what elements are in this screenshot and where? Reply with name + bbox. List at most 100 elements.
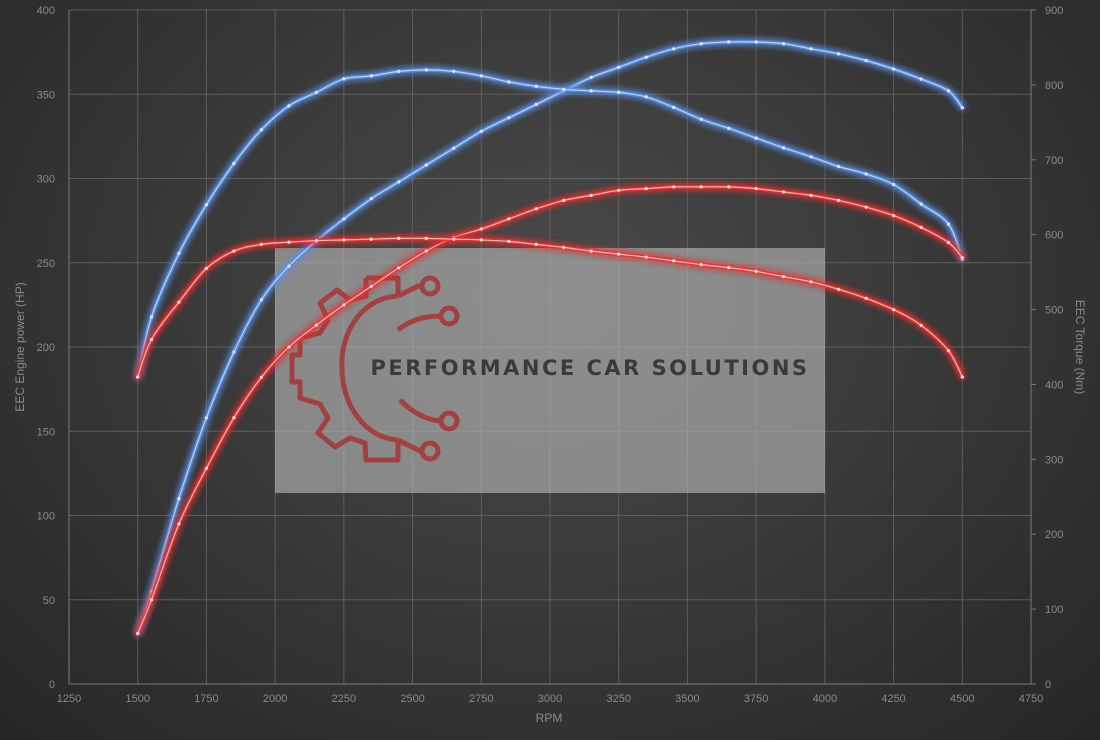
x-tick-label: 3750 — [744, 693, 768, 705]
y-right-tick-label: 500 — [1045, 305, 1063, 317]
series-point — [287, 345, 291, 349]
series-point — [644, 255, 648, 259]
x-tick-label: 2000 — [263, 693, 287, 705]
series-point — [259, 375, 263, 379]
series-2-left — [135, 184, 965, 636]
series-point — [232, 350, 236, 354]
series-point — [754, 136, 758, 140]
series-point — [919, 77, 923, 81]
series-point — [672, 185, 676, 189]
series-point — [369, 197, 373, 201]
series-point — [507, 217, 511, 221]
series-point — [177, 497, 181, 501]
axis-layer: 1250 1500 1750 2000 2250 2500 2750 3000 3250 3500… — [37, 5, 1064, 705]
series-point — [809, 280, 813, 284]
series-point — [892, 67, 896, 71]
series-point — [534, 207, 538, 211]
series-point — [232, 161, 236, 166]
y-left-tick-label: 100 — [37, 511, 55, 523]
series-point — [149, 598, 154, 602]
series-point — [960, 256, 964, 260]
series-point — [424, 68, 428, 72]
series-point — [342, 77, 346, 81]
series-point — [617, 65, 621, 69]
series-point — [809, 193, 813, 197]
x-tick-label: 4000 — [813, 693, 837, 705]
y-left-tick-label: 50 — [43, 595, 55, 607]
series-point — [479, 227, 483, 231]
series-point — [149, 337, 154, 342]
x-tick-label: 3500 — [675, 693, 699, 705]
series-point — [479, 129, 483, 133]
y-axis-left-title: EEC Engine power (HP) — [13, 282, 27, 411]
series-point — [589, 193, 593, 197]
x-tick-label: 1750 — [194, 693, 218, 705]
series-point — [782, 190, 786, 194]
y-left-tick-label: 250 — [37, 258, 55, 270]
y-right-tick-label: 0 — [1045, 679, 1051, 691]
series-point — [617, 188, 621, 192]
x-tick-label: 3000 — [538, 693, 562, 705]
series-point — [397, 266, 401, 270]
series-point — [837, 198, 841, 202]
series-point — [177, 522, 181, 526]
series-point — [864, 172, 868, 176]
y-left-tick-label: 400 — [37, 5, 55, 17]
series-point — [864, 58, 868, 63]
series-point — [204, 266, 208, 270]
series-point — [507, 116, 511, 120]
series-point — [397, 236, 401, 240]
series-point — [754, 269, 758, 273]
watermark-text: PERFORMANCE CAR SOLUTIONS — [370, 356, 809, 380]
watermark: PERFORMANCE CAR SOLUTIONS — [275, 248, 825, 493]
series-point — [946, 349, 951, 353]
series-point — [699, 42, 703, 46]
series-point — [204, 203, 208, 207]
series-point — [782, 146, 786, 150]
x-tick-label: 1500 — [125, 693, 149, 705]
y-right-tick-label: 400 — [1045, 379, 1063, 391]
series-point — [259, 128, 263, 132]
series-point — [342, 217, 346, 221]
y-right-tick-label: 600 — [1045, 230, 1063, 242]
series-point — [864, 205, 868, 209]
y-right-tick-label: 900 — [1045, 5, 1063, 17]
x-tick-label: 2500 — [400, 693, 424, 705]
series-3-right — [135, 236, 965, 379]
series-point — [397, 69, 401, 73]
series-point — [314, 90, 318, 94]
series-point — [259, 298, 263, 302]
series-point — [809, 155, 813, 159]
series-point — [672, 105, 676, 109]
series-point — [727, 185, 731, 189]
series-point — [232, 249, 236, 253]
x-tick-label: 4250 — [881, 693, 905, 705]
y-right-tick-label: 300 — [1045, 454, 1063, 466]
series-point — [314, 239, 318, 243]
series-line — [137, 237, 963, 378]
series-point — [136, 631, 140, 636]
series-point — [727, 40, 731, 44]
series-point — [369, 237, 373, 241]
series-point — [644, 187, 648, 191]
gear-circuit-icon — [289, 275, 460, 463]
series-point — [699, 117, 703, 121]
y-right-tick-label: 700 — [1045, 155, 1063, 167]
series-point — [342, 303, 346, 307]
y-left-tick-label: 350 — [37, 89, 55, 101]
series-point — [837, 164, 841, 169]
series-point — [809, 47, 813, 51]
series-point — [369, 284, 373, 288]
series-point — [177, 300, 181, 304]
series-point — [919, 225, 923, 229]
series-point — [960, 375, 964, 379]
series-line — [137, 41, 963, 635]
series-point — [424, 249, 428, 253]
series-point — [149, 315, 154, 319]
series-point — [287, 104, 291, 108]
series-point — [342, 238, 346, 242]
series-point — [727, 266, 731, 270]
series-point — [204, 416, 208, 420]
